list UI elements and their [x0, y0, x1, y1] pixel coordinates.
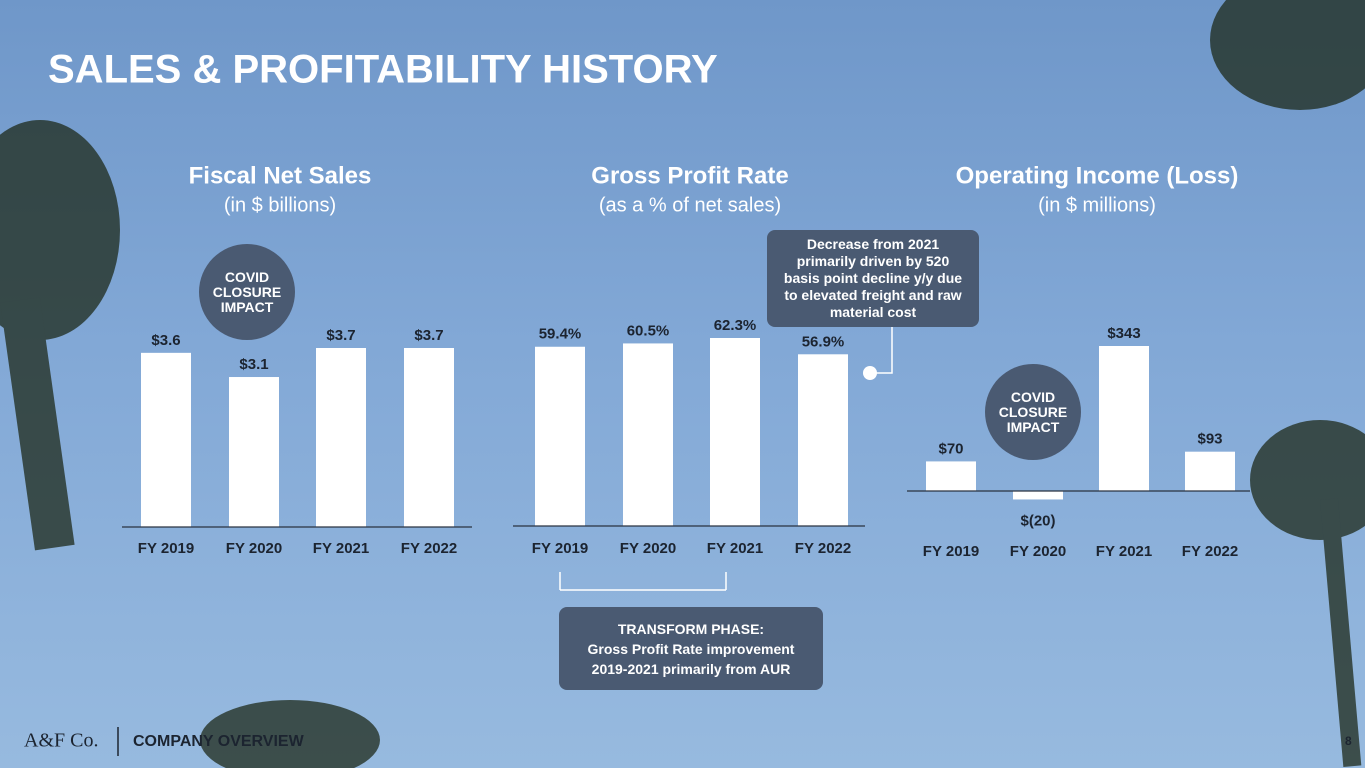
x-tick-label: FY 2022 — [1182, 543, 1238, 560]
value-label: $93 — [1197, 431, 1222, 448]
x-tick-label: FY 2020 — [1010, 543, 1066, 560]
bar — [404, 348, 454, 527]
covid-annotation: COVID CLOSURE IMPACT — [199, 244, 295, 340]
bar — [316, 348, 366, 527]
value-label: 60.5% — [627, 322, 670, 339]
bar — [229, 377, 279, 527]
value-label: $343 — [1107, 325, 1140, 342]
x-tick-label: FY 2021 — [1096, 543, 1152, 560]
bar — [798, 354, 848, 526]
bar — [1013, 491, 1063, 500]
transform-body: Gross Profit Rate improvement 2019-2021 … — [587, 640, 795, 677]
value-label: $70 — [938, 440, 963, 457]
page-number: 8 — [1345, 734, 1352, 748]
x-tick-label: FY 2021 — [707, 540, 763, 557]
connector — [870, 327, 893, 374]
bar — [535, 346, 585, 526]
x-tick-label: FY 2019 — [138, 540, 194, 557]
x-tick-label: FY 2021 — [313, 540, 369, 557]
x-tick-label: FY 2020 — [620, 540, 676, 557]
bar — [623, 343, 673, 526]
chart-title: Operating Income (Loss) — [956, 162, 1239, 189]
decrease-callout: Decrease from 2021 primarily driven by 5… — [767, 230, 979, 327]
bar — [926, 461, 976, 491]
x-tick-label: FY 2020 — [226, 540, 282, 557]
value-label: $3.6 — [151, 332, 180, 349]
x-tick-label: FY 2022 — [401, 540, 457, 557]
section: COMPANY OVERVIEW — [133, 733, 305, 750]
value-label: $3.7 — [326, 327, 355, 344]
chart-title: Gross Profit Rate — [591, 162, 788, 189]
bar — [710, 338, 760, 526]
value-label: 56.9% — [802, 333, 845, 350]
chart-subtitle: (in $ billions) — [224, 194, 336, 216]
value-label: $3.7 — [414, 327, 443, 344]
x-tick-label: FY 2019 — [532, 540, 588, 557]
x-tick-label: FY 2019 — [923, 543, 979, 560]
value-label: 59.4% — [539, 326, 582, 343]
brand: A&F Co. — [24, 730, 98, 752]
chart-subtitle: (as a % of net sales) — [599, 194, 781, 216]
x-tick-label: FY 2022 — [795, 540, 851, 557]
bar — [1099, 346, 1149, 491]
value-label: 62.3% — [714, 317, 757, 334]
covid-annotation: COVID CLOSURE IMPACT — [985, 364, 1081, 460]
value-label: $3.1 — [239, 356, 268, 373]
transform-callout: TRANSFORM PHASE: Gross Profit Rate impro… — [559, 607, 823, 690]
bar — [1185, 451, 1235, 491]
slide-title: SALES & PROFITABILITY HISTORY — [48, 48, 718, 92]
transform-heading: TRANSFORM PHASE: — [617, 620, 765, 637]
value-label: $(20) — [1020, 512, 1055, 529]
chart-title: Fiscal Net Sales — [189, 162, 372, 189]
connector-dot — [863, 366, 877, 380]
bar — [141, 352, 191, 527]
chart-subtitle: (in $ millions) — [1038, 194, 1156, 216]
